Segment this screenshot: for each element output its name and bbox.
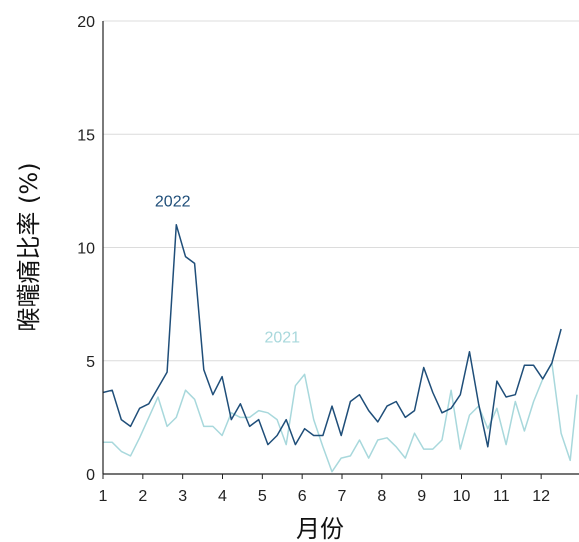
series-labels: 2022 2021 bbox=[155, 194, 300, 347]
y-tick-label-0: 0 bbox=[86, 467, 95, 484]
series-label-2022: 2022 bbox=[155, 194, 191, 211]
x-tick-label-10: 10 bbox=[453, 488, 471, 505]
axes bbox=[102, 21, 579, 479]
y-axis-title: 喉嚨痛比率 (%) bbox=[15, 162, 43, 331]
y-tick-label-20: 20 bbox=[77, 14, 95, 31]
x-tick-label-1: 1 bbox=[99, 488, 108, 505]
x-axis-title: 月份 bbox=[296, 515, 344, 542]
x-tick-label-6: 6 bbox=[298, 488, 307, 505]
y-tick-label-5: 5 bbox=[86, 354, 95, 371]
x-tick-label-3: 3 bbox=[178, 488, 187, 505]
y-tick-label-10: 10 bbox=[77, 241, 95, 258]
y-tick-label-15: 15 bbox=[77, 127, 95, 144]
x-tick-label-4: 4 bbox=[218, 488, 227, 505]
series-layer bbox=[102, 224, 578, 473]
x-tick-label-9: 9 bbox=[417, 488, 426, 505]
x-tick-label-11: 11 bbox=[493, 488, 510, 505]
series-line-2021 bbox=[103, 362, 578, 473]
x-tick-label-5: 5 bbox=[258, 488, 267, 505]
series-line-2022 bbox=[102, 224, 562, 448]
x-tick-label-7: 7 bbox=[338, 488, 347, 505]
grid-lines bbox=[103, 20, 579, 362]
x-tick-label-12: 12 bbox=[532, 488, 550, 505]
x-tick-label-8: 8 bbox=[377, 488, 386, 505]
series-label-2021: 2021 bbox=[264, 330, 300, 347]
x-tick-label-2: 2 bbox=[138, 488, 147, 505]
